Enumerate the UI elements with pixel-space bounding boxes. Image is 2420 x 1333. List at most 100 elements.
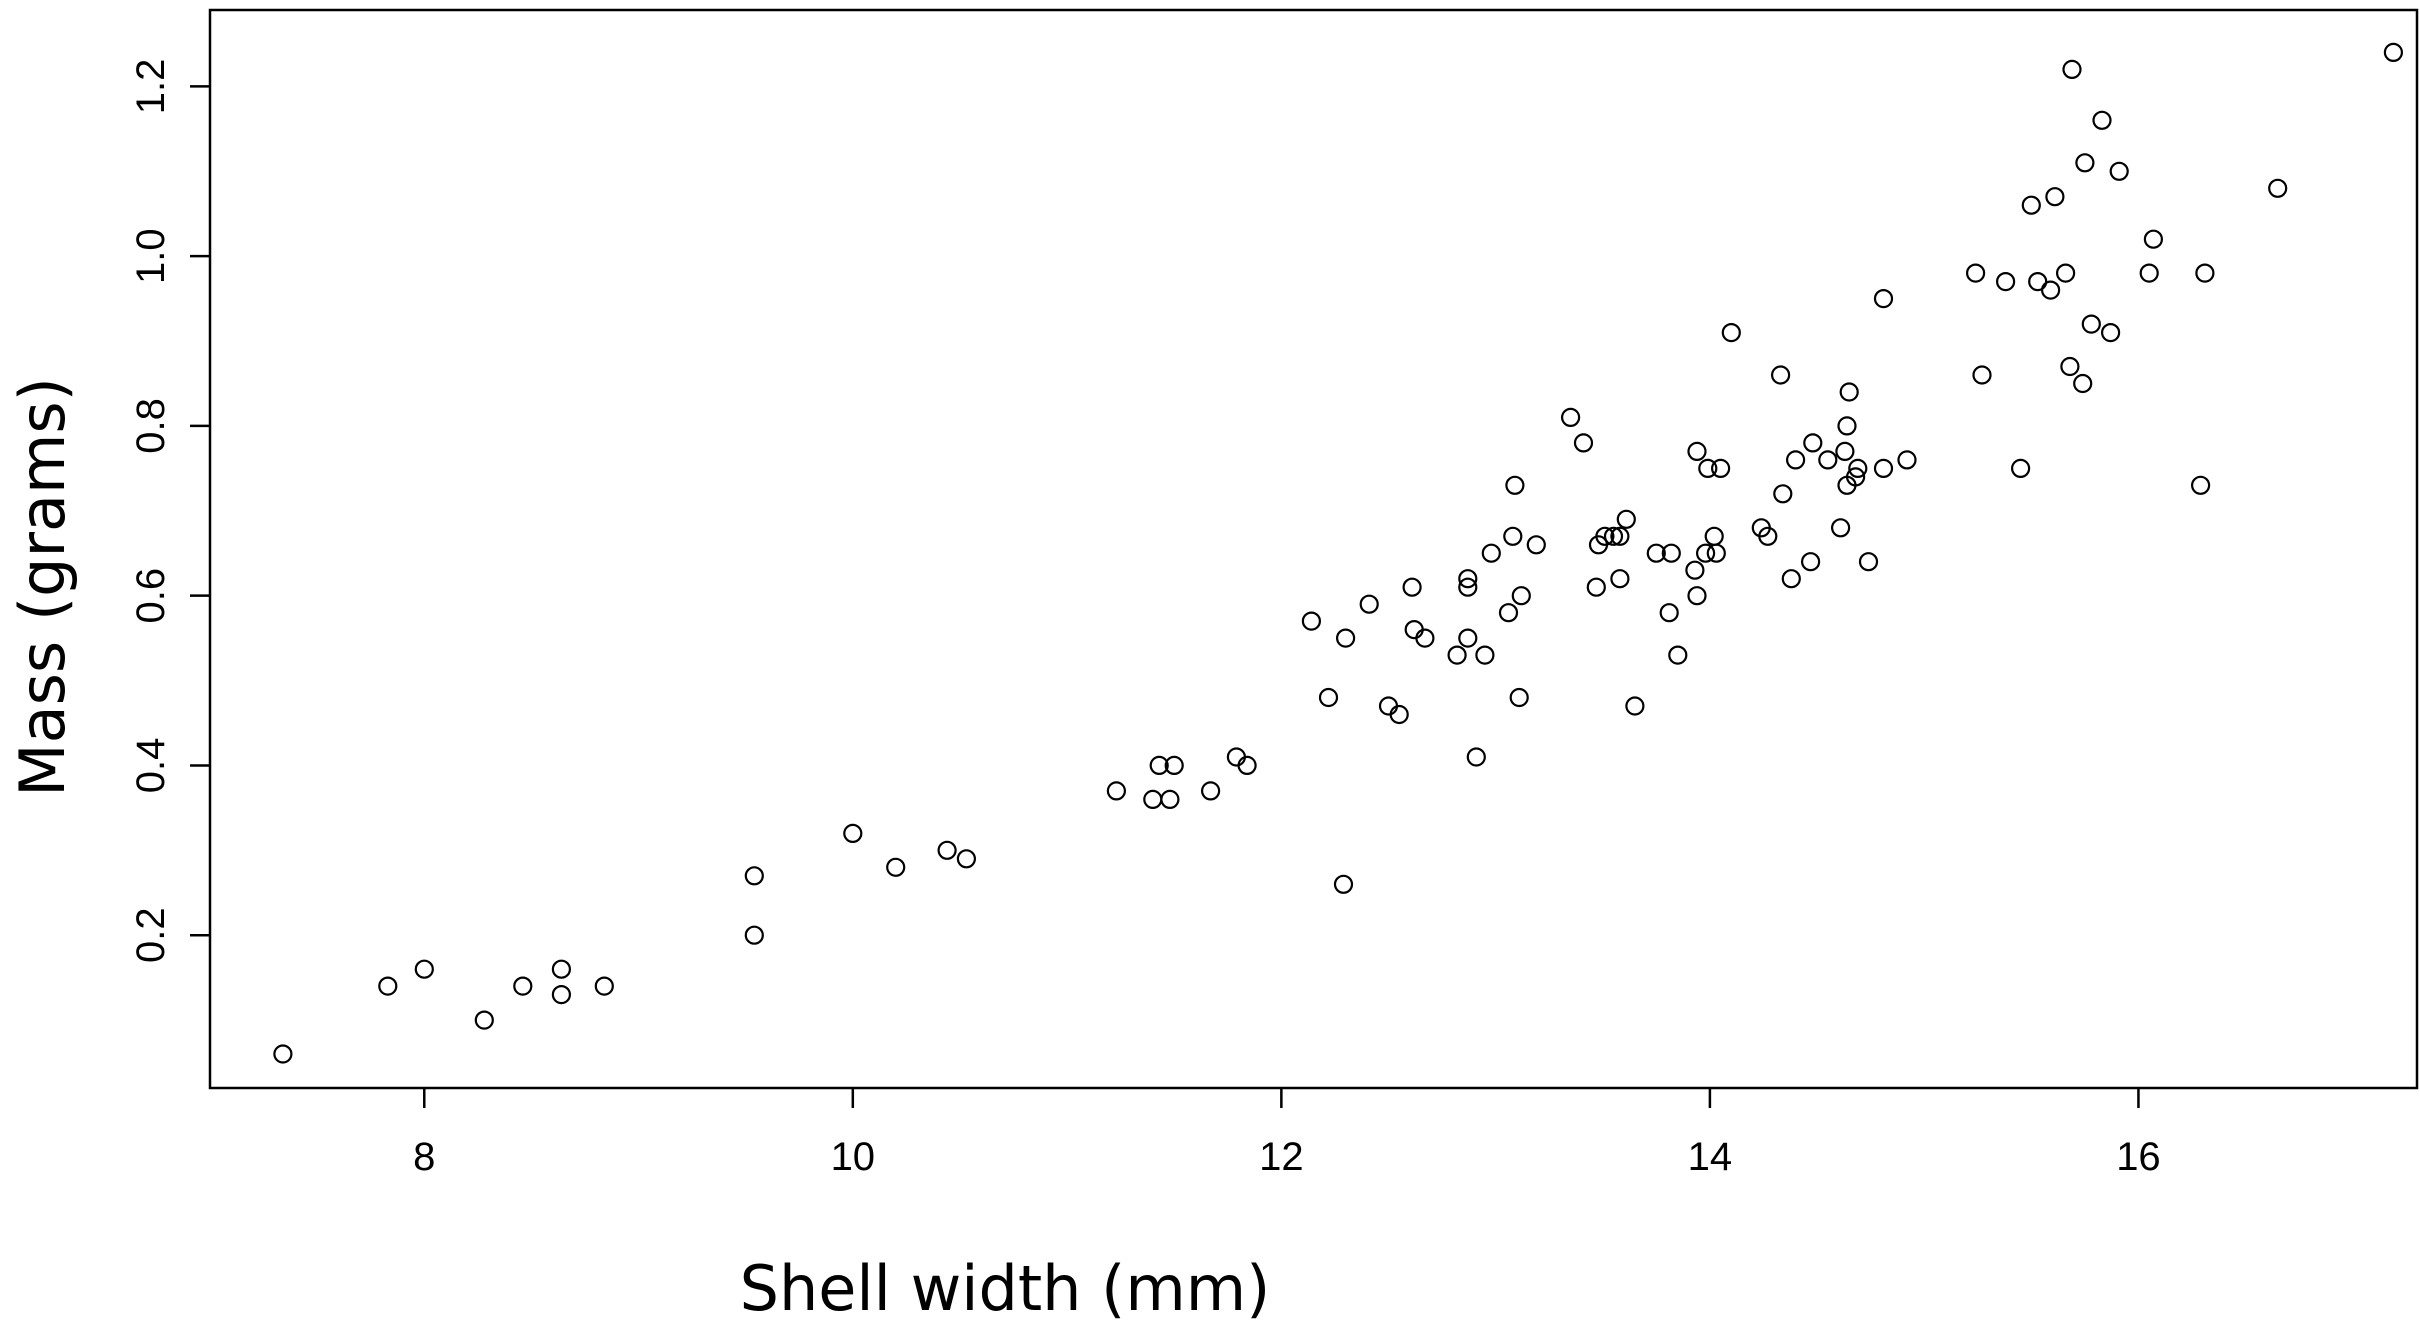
scatter-point (2195, 263, 2215, 283)
scatter-point (594, 976, 614, 996)
scatter-point (1573, 433, 1594, 453)
scatter-point (1415, 628, 1435, 648)
scatter-point (1458, 628, 1478, 648)
scatter-point (2268, 178, 2288, 198)
data-points (273, 42, 2403, 1064)
scatter-point (1897, 450, 1917, 470)
scatter-point (1498, 603, 1519, 623)
scatter-point (956, 849, 977, 869)
scatter-point (1335, 628, 1356, 648)
scatter-point (1972, 365, 1992, 385)
scatter-point (1818, 450, 1838, 470)
scatter-point (474, 1010, 494, 1030)
scatter-point (1404, 619, 1424, 640)
scatter-point (2081, 314, 2101, 334)
scatter-point (1458, 569, 1478, 589)
scatter-point (1837, 416, 1857, 436)
scatter-point (1318, 687, 1339, 708)
scatter-point (1873, 289, 1894, 309)
scatter-point (2139, 263, 2159, 283)
scatter-point (1873, 458, 1894, 478)
x-tick-label: 16 (2116, 1135, 2161, 1179)
scatter-point (1721, 323, 1741, 343)
x-axis-title: Shell width (mm) (740, 1252, 1271, 1325)
scatter-point (2010, 458, 2031, 478)
y-axis: 0.2 0.4 0.6 0.8 1.0 1.2 (129, 59, 210, 963)
scatter-point (1509, 687, 1529, 708)
scatter-point (378, 976, 398, 996)
scatter-point (1616, 509, 1636, 529)
scatter-point (1143, 789, 1163, 810)
scatter-point (1839, 382, 1859, 402)
scatter-point (1770, 365, 1791, 385)
y-axis-title: Mass (grams) (6, 377, 79, 797)
scatter-point (1466, 747, 1486, 767)
scatter-point (1610, 569, 1630, 589)
scatter-point (1858, 552, 1879, 572)
scatter-point (1603, 526, 1624, 546)
scatter-point (1164, 755, 1184, 776)
scatter-point (1830, 518, 1851, 538)
scatter-point (1526, 535, 1546, 555)
scatter-point (1661, 543, 1681, 563)
scatter-point (843, 823, 863, 844)
scatter-point (2101, 323, 2121, 343)
scatter-point (2383, 42, 2403, 63)
y-tick-label: 1.2 (129, 59, 173, 115)
scatter-point (1200, 781, 1221, 801)
scatter-point (1237, 755, 1257, 776)
scatter-point (1378, 696, 1399, 716)
scatter-point (1845, 467, 1866, 487)
scatter-point (1965, 263, 1986, 283)
plot-area (208, 8, 2419, 1090)
scatter-point (2191, 475, 2211, 495)
y-tick-label: 0.8 (129, 398, 173, 454)
scatter-point (1698, 458, 1718, 478)
scatter-point (1646, 543, 1666, 563)
x-tick-label: 14 (1688, 1135, 1733, 1179)
scatter-point (1160, 789, 1180, 810)
scatter-point (744, 925, 764, 945)
y-tick-label: 0.4 (129, 738, 173, 794)
scatter-point (2060, 356, 2080, 377)
scatter-point (1301, 611, 1322, 631)
scatter-point (1687, 441, 1707, 461)
y-tick-label: 1.0 (129, 228, 173, 284)
scatter-point (1695, 543, 1716, 563)
x-axis: 8 10 12 14 16 (413, 1088, 2161, 1179)
scatter-point (2056, 263, 2076, 283)
scatter-point (1505, 475, 1525, 495)
scatter-point (2045, 187, 2065, 207)
scatter-point (1685, 560, 1705, 580)
y-tick-label: 0.2 (129, 907, 173, 963)
scatter-point (1785, 450, 1806, 470)
scatter-point (1625, 696, 1645, 716)
scatter-point (1706, 543, 1726, 563)
scatter-point (886, 857, 906, 877)
scatter-point (1758, 526, 1778, 546)
scatter-point (513, 976, 533, 996)
scatter-point (1668, 645, 1688, 665)
scatter-point (1447, 645, 1467, 665)
scatter-point (551, 984, 572, 1005)
scatter-point (1781, 569, 1801, 589)
scatter-point (551, 959, 572, 979)
scatter-point (1475, 645, 1495, 665)
scatter-point (1458, 577, 1478, 597)
scatter-point (1333, 874, 1354, 894)
scatter-point (1995, 272, 2016, 292)
scatter-point (1803, 433, 1823, 453)
scatter-point (2073, 373, 2093, 394)
scatter-point (1560, 407, 1581, 427)
scatter-point (1389, 704, 1409, 725)
scatter-point (1773, 484, 1793, 504)
scatter-point (1226, 747, 1247, 767)
scatter-point (273, 1044, 293, 1064)
x-tick-label: 12 (1259, 1135, 1304, 1179)
y-tick-label: 0.6 (129, 568, 173, 624)
scatter-point (1149, 755, 1169, 776)
scatter-point (1800, 552, 1821, 572)
scatter-point (1106, 781, 1127, 801)
scatter-point (1359, 594, 1379, 614)
